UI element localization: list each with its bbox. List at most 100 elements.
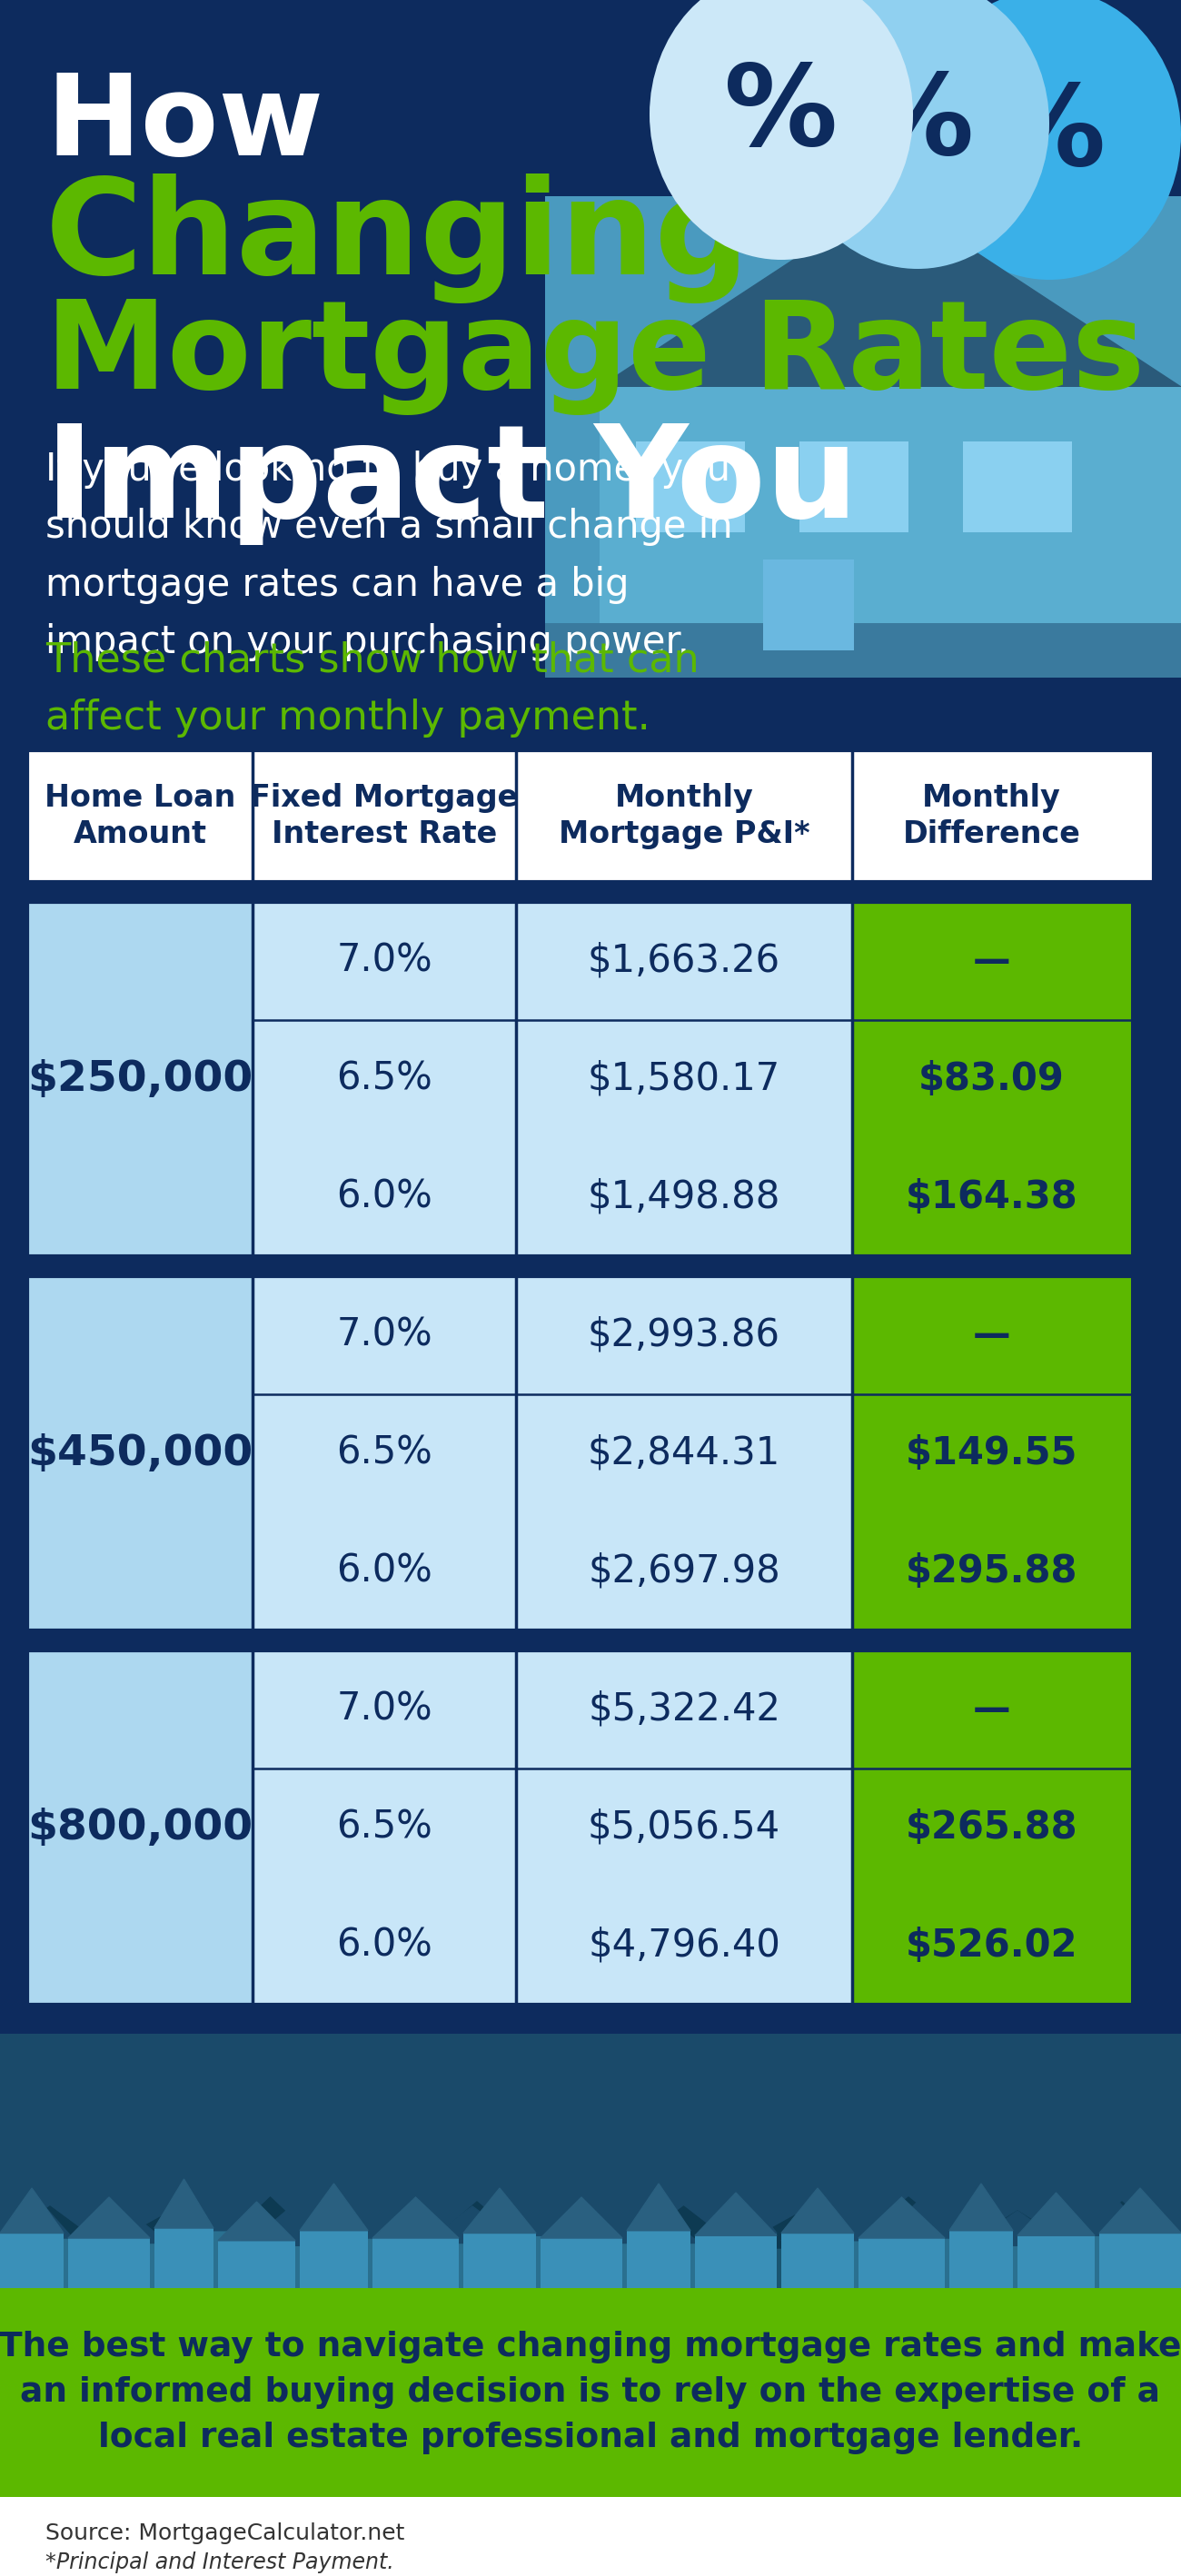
Text: 6.0%: 6.0%	[337, 1553, 432, 1589]
Bar	[853, 902, 1131, 1020]
Text: 7.0%: 7.0%	[337, 1316, 432, 1355]
Bar	[516, 1512, 853, 1631]
Bar	[859, 2239, 945, 2287]
Bar	[1167, 2249, 1181, 2287]
Polygon shape	[172, 2184, 241, 2231]
Bar	[516, 1275, 853, 1394]
Bar	[963, 2246, 1072, 2287]
Bar	[172, 2231, 241, 2287]
Bar	[77, 2244, 168, 2287]
Text: Monthly
Difference: Monthly Difference	[902, 783, 1081, 850]
Bar	[950, 2231, 1013, 2287]
Bar	[253, 1139, 516, 1257]
Bar	[853, 1275, 1131, 1394]
Text: *Principal and Interest Payment.
Total monthly payment may vary based on loan sp: *Principal and Interest Payment. Total m…	[45, 2550, 713, 2576]
Bar	[853, 1020, 1131, 1139]
Text: $2,844.31: $2,844.31	[588, 1435, 781, 1473]
Text: —: —	[973, 1316, 1011, 1355]
Bar	[253, 902, 516, 1020]
Bar	[782, 2233, 854, 2287]
Bar	[763, 559, 854, 649]
Bar	[608, 2244, 699, 2287]
Polygon shape	[527, 2192, 605, 2236]
Text: $4,796.40: $4,796.40	[588, 1927, 781, 1965]
Polygon shape	[1154, 2205, 1181, 2244]
Polygon shape	[704, 2187, 777, 2233]
Text: How: How	[45, 70, 324, 178]
Bar	[527, 2236, 605, 2287]
Polygon shape	[77, 2205, 168, 2244]
Polygon shape	[782, 2202, 876, 2241]
Bar	[853, 1139, 1131, 1257]
Polygon shape	[627, 2184, 691, 2231]
Bar	[318, 2251, 428, 2287]
Text: %: %	[992, 80, 1107, 191]
Bar	[800, 440, 908, 533]
Bar	[253, 1512, 516, 1631]
Bar	[853, 1394, 1131, 1512]
Bar	[704, 2233, 777, 2287]
Text: Impact You: Impact You	[45, 420, 859, 546]
Bar	[546, 196, 1181, 677]
Polygon shape	[600, 196, 1181, 386]
Bar	[853, 1651, 1131, 1770]
Bar	[694, 2236, 777, 2287]
Bar	[516, 902, 853, 1020]
Bar	[853, 1886, 1131, 2004]
Bar	[627, 2231, 691, 2287]
Bar	[853, 1512, 1131, 1631]
Polygon shape	[963, 2210, 1072, 2246]
Bar	[27, 902, 253, 1257]
Text: If you’re looking to buy a home, you
should know even a small change in
mortgage: If you’re looking to buy a home, you sho…	[45, 451, 732, 662]
Polygon shape	[1167, 2215, 1181, 2249]
Bar	[1154, 2244, 1181, 2287]
Polygon shape	[736, 2215, 854, 2249]
Bar	[782, 2241, 876, 2287]
Polygon shape	[227, 2197, 313, 2239]
Polygon shape	[300, 2184, 368, 2231]
Text: —: —	[973, 943, 1011, 979]
Bar	[27, 1651, 1154, 2004]
Bar	[516, 1770, 853, 1886]
Text: 7.0%: 7.0%	[337, 1690, 432, 1728]
Bar	[253, 1020, 516, 1139]
Bar	[253, 1651, 516, 1770]
Text: 6.0%: 6.0%	[337, 1177, 432, 1216]
Bar	[218, 2241, 295, 2287]
Bar	[736, 2249, 854, 2287]
Bar	[881, 2239, 963, 2287]
Bar	[516, 1020, 853, 1139]
Polygon shape	[246, 2210, 327, 2246]
Polygon shape	[881, 2197, 963, 2239]
Polygon shape	[423, 2205, 522, 2244]
Text: $5,322.42: $5,322.42	[588, 1690, 781, 1728]
Text: $2,993.86: $2,993.86	[588, 1316, 781, 1355]
Bar	[431, 2241, 522, 2287]
Bar	[1018, 2236, 1095, 2287]
Text: $5,056.54: $5,056.54	[588, 1808, 781, 1847]
Bar	[546, 623, 1181, 677]
Text: 6.0%: 6.0%	[337, 1927, 432, 1965]
Text: $265.88: $265.88	[906, 1808, 1078, 1847]
Bar	[541, 2239, 622, 2287]
Text: $83.09: $83.09	[919, 1059, 1064, 1097]
Text: $164.38: $164.38	[906, 1177, 1078, 1216]
Polygon shape	[463, 2187, 536, 2233]
Bar	[253, 1886, 516, 2004]
Bar	[253, 1275, 516, 1394]
Bar	[300, 2231, 368, 2287]
Text: %: %	[724, 59, 839, 170]
Text: $295.88: $295.88	[906, 1553, 1077, 1589]
Polygon shape	[950, 2184, 1013, 2231]
Bar	[967, 2246, 1068, 2287]
Bar	[372, 2239, 458, 2287]
Bar	[27, 1275, 1154, 1631]
Bar	[635, 2244, 731, 2287]
Bar	[332, 2239, 418, 2287]
Text: %: %	[861, 70, 974, 178]
Bar	[104, 2249, 222, 2287]
Text: 6.5%: 6.5%	[337, 1435, 432, 1473]
Polygon shape	[694, 2192, 777, 2236]
Polygon shape	[0, 2197, 73, 2239]
Bar	[516, 1139, 853, 1257]
